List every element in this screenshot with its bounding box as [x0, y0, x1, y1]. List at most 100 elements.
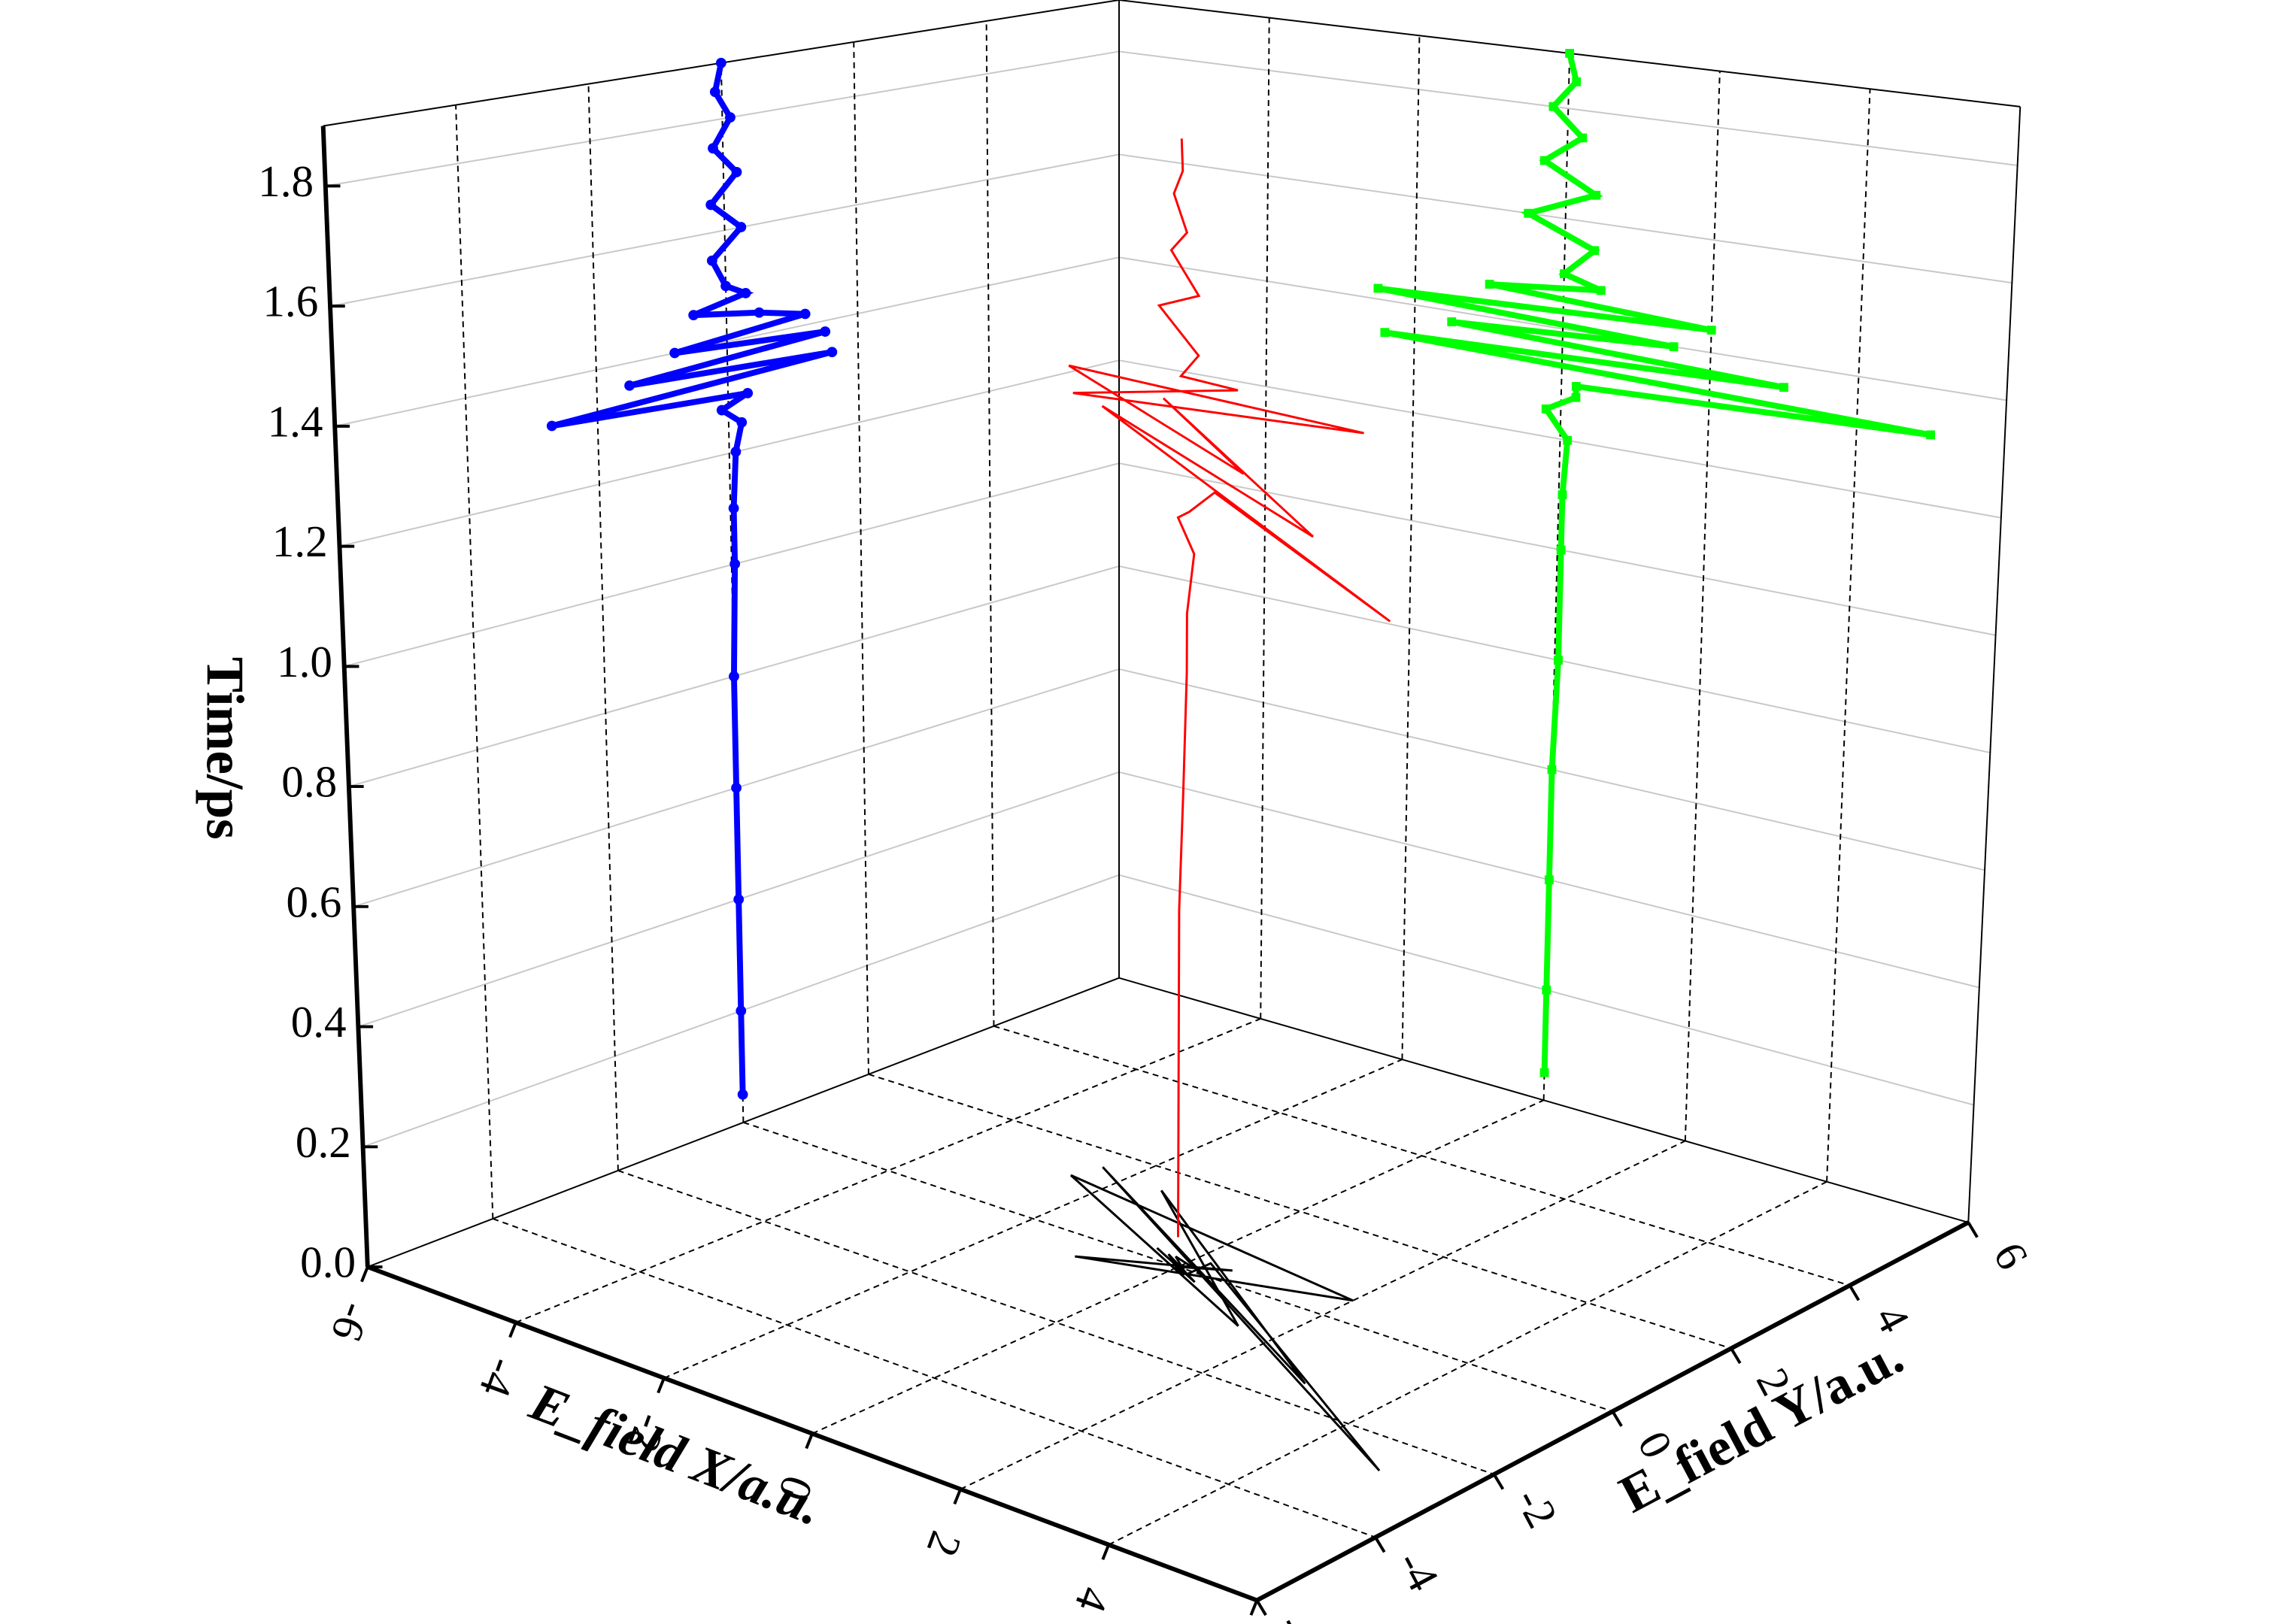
y-tick: [1730, 1347, 1742, 1365]
projection-marker: [669, 347, 681, 359]
z-grid-line: [353, 668, 1985, 907]
projection-marker: [733, 894, 745, 905]
projection-marker: [1373, 283, 1383, 293]
projection-marker: [709, 86, 720, 98]
projection-marker: [1571, 382, 1581, 391]
projection-marker: [624, 380, 635, 391]
x-tick: [657, 1377, 666, 1394]
projection-marker: [706, 255, 717, 266]
y-axis-line: [1255, 1220, 1970, 1603]
x-tick: [1249, 1599, 1259, 1616]
projection-marker: [1926, 430, 1936, 440]
z-grid-line: [348, 565, 1991, 788]
z-tick-label: 0.6: [286, 877, 341, 926]
projection-marker: [736, 417, 748, 428]
z-axis-title: Time/ps: [195, 657, 253, 840]
y-tick: [1848, 1284, 1861, 1301]
x-tick-label: -6: [322, 1296, 381, 1348]
marks-layer: [546, 49, 1936, 1472]
x-tick: [360, 1266, 369, 1283]
z-tick-label: 1.0: [277, 637, 332, 686]
projection-marker: [715, 57, 726, 68]
projection-marker: [1591, 190, 1601, 200]
y-grid-line: [455, 105, 494, 1220]
x-grid-line: [1401, 35, 1421, 1060]
projection-marker: [1556, 545, 1566, 555]
projection-marker: [1544, 875, 1554, 885]
y-tick-label: 6: [1984, 1235, 2038, 1277]
z-tick-label: 1.8: [258, 156, 314, 206]
projection-marker: [688, 310, 699, 321]
x-tick-label: 4: [1066, 1581, 1120, 1619]
y-tick-label: -6: [1269, 1606, 1330, 1624]
projection-marker: [1539, 156, 1549, 165]
projection-marker: [1558, 490, 1567, 500]
x-grid-line: [1684, 71, 1721, 1141]
box-edge: [1118, 977, 1969, 1223]
projection-marker: [716, 404, 727, 416]
z-grid-line: [325, 50, 2018, 187]
projection-marker: [1572, 77, 1582, 86]
projection-marker: [1669, 342, 1679, 352]
projection-marker: [705, 199, 717, 211]
projection-marker: [1524, 208, 1533, 218]
projection-marker: [1542, 985, 1551, 995]
z-grid-line: [344, 462, 1996, 668]
x-tick-label: 2: [918, 1526, 972, 1563]
projection-marker: [546, 420, 557, 432]
y-tick-label: -4: [1388, 1543, 1448, 1598]
projection-marker: [1554, 656, 1563, 665]
projection-marker: [820, 326, 831, 337]
projection-marker: [1563, 435, 1573, 445]
projection-marker: [737, 1089, 748, 1100]
y-grid-line: [493, 1218, 1376, 1538]
grid-layer: [325, 17, 2018, 1546]
z-tick-label: 0.4: [291, 997, 347, 1047]
projection-marker: [740, 287, 751, 298]
projection-marker: [1447, 317, 1457, 326]
projection-marker: [799, 308, 811, 320]
projection-marker: [1547, 765, 1557, 774]
x-axis-title: E_field X/a.u.: [522, 1372, 830, 1537]
projection-marker: [725, 112, 736, 123]
frame-layer: [320, 0, 2022, 1616]
x-grid-line: [1260, 17, 1270, 1019]
projection-marker: [729, 671, 739, 682]
projection-marker: [1596, 286, 1606, 295]
x-grid-line: [515, 1018, 1261, 1323]
z-tick-label: 1.2: [272, 517, 328, 566]
y-axis-title: E_field Y/a.u.: [1610, 1326, 1912, 1524]
z-tick-label: 0.2: [296, 1117, 351, 1167]
y-grid-line: [853, 41, 869, 1074]
projection-marker: [736, 1005, 747, 1017]
y-grid-line: [985, 20, 995, 1026]
z-grid-line: [362, 874, 1974, 1148]
projection-marker: [1541, 404, 1551, 414]
projection-marker: [1548, 102, 1558, 111]
y-tick: [1967, 1221, 1979, 1238]
z-tick-label: 1.4: [268, 396, 323, 446]
projection-xy: [1069, 1166, 1381, 1472]
trajectory: [1068, 138, 1391, 1238]
box-edge: [1967, 106, 2022, 1223]
projection-marker: [730, 446, 742, 457]
projection-marker: [729, 559, 741, 570]
projection-marker: [1485, 280, 1494, 289]
x-tick: [1101, 1544, 1111, 1561]
projection-marker: [1539, 1068, 1549, 1077]
projection-marker: [1565, 49, 1575, 58]
box-edge: [367, 977, 1120, 1268]
z-tick-label: 0.8: [281, 757, 337, 807]
projection-marker: [1559, 269, 1569, 278]
z-tick-label: 0.0: [300, 1238, 356, 1287]
y-grid-line: [617, 1170, 1494, 1475]
projection-marker: [1779, 383, 1788, 392]
x-tick: [805, 1433, 814, 1450]
projection-marker: [708, 143, 718, 154]
projection-marker: [736, 222, 747, 232]
y-grid-line: [993, 1025, 1850, 1286]
y-grid-line: [868, 1073, 1732, 1350]
x-tick-label: -4: [470, 1352, 529, 1404]
projection-marker: [1578, 133, 1588, 143]
